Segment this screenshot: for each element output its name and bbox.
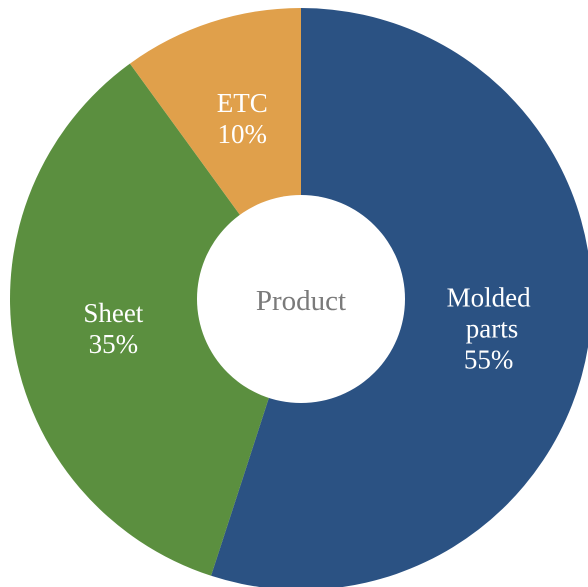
value-label: 10%: [218, 119, 268, 149]
center-text: Product: [256, 285, 346, 317]
donut-hole: [197, 195, 405, 403]
value-label: 35%: [89, 329, 139, 359]
category-label: ETC: [217, 88, 268, 118]
slice: [9, 63, 301, 576]
category-label: Sheet: [83, 298, 143, 328]
value-label: 55%: [464, 345, 514, 375]
category-label: Molded parts: [447, 283, 531, 344]
